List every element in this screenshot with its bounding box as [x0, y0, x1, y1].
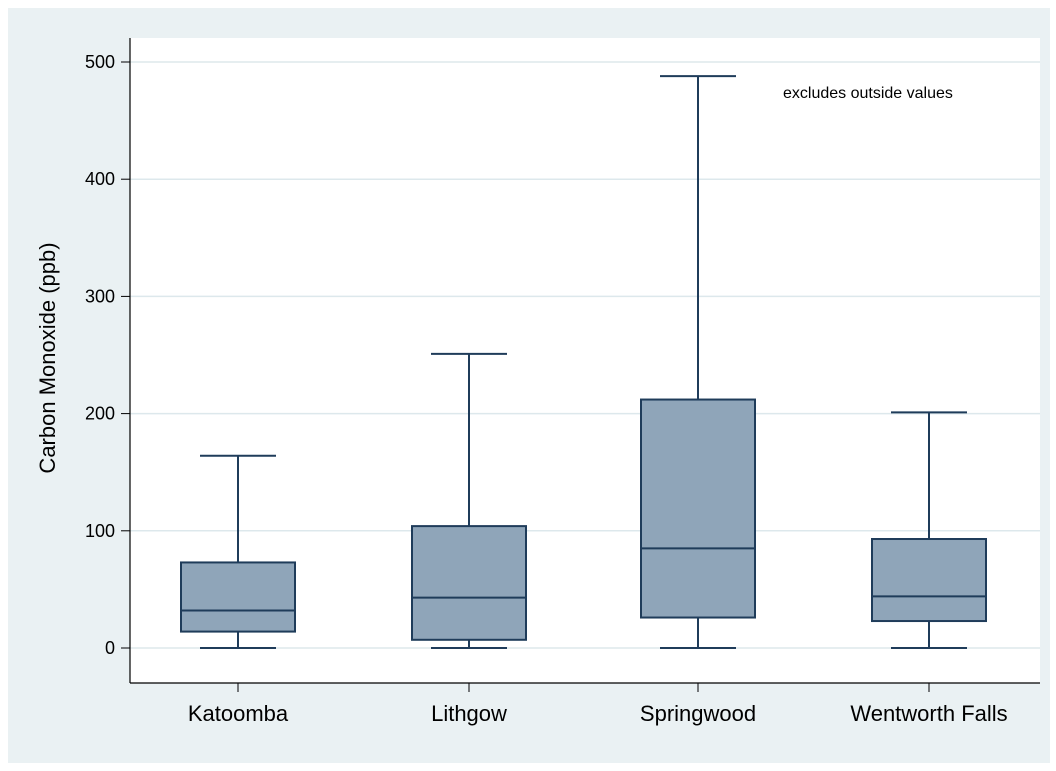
box-wentworth-falls — [871, 411, 987, 649]
iqr-box-katoomba — [180, 561, 296, 633]
x-tick-label-wentworth-falls: Wentworth Falls — [850, 701, 1007, 726]
boxes — [180, 75, 987, 649]
iqr-box-springwood — [640, 398, 756, 619]
y-tick-label-0: 0 — [105, 638, 115, 658]
grid-lines — [130, 61, 1040, 649]
x-tick-label-lithgow: Lithgow — [431, 701, 507, 726]
chart-frame: 0 100 200 300 400 500 Katoomba Lithgow Springwoo… — [8, 8, 1050, 763]
box-lithgow — [411, 352, 527, 649]
x-tick-label-katoomba: Katoomba — [188, 701, 289, 726]
y-tick-label-100: 100 — [85, 521, 115, 541]
y-tick-label-400: 400 — [85, 169, 115, 189]
note-text: excludes outside values — [783, 85, 953, 102]
y-tick-label-200: 200 — [85, 404, 115, 424]
y-axis-title: Carbon Monoxide (ppb) — [35, 242, 60, 473]
x-tick-label-springwood: Springwood — [640, 701, 756, 726]
y-tick-label-300: 300 — [85, 286, 115, 306]
box-springwood — [640, 75, 756, 649]
iqr-box-lithgow — [411, 525, 527, 641]
y-tick-label-500: 500 — [85, 52, 115, 72]
iqr-box-wentworth-falls — [871, 538, 987, 623]
box-katoomba — [180, 454, 296, 649]
axes: 0 100 200 300 400 500 Katoomba Lithgow Springwoo… — [85, 38, 1040, 726]
box-plot: 0 100 200 300 400 500 Katoomba Lithgow Springwoo… — [35, 38, 1040, 726]
